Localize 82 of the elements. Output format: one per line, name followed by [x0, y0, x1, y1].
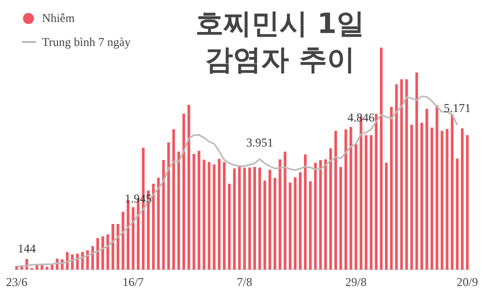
bar — [334, 130, 338, 270]
bar — [233, 168, 236, 270]
bar — [390, 106, 393, 270]
bar — [132, 207, 134, 270]
bar — [288, 182, 292, 270]
bar — [40, 265, 44, 270]
bar — [198, 150, 200, 270]
bar — [415, 72, 418, 270]
bar — [440, 130, 444, 270]
x-tick-label: 7/8 — [236, 274, 252, 289]
bar — [122, 212, 124, 270]
bar — [152, 184, 155, 270]
bar — [274, 178, 276, 270]
bar — [86, 250, 89, 270]
bar — [460, 128, 464, 270]
bar — [339, 166, 342, 270]
bar — [466, 135, 469, 270]
bar — [188, 104, 190, 270]
x-tick-label: 16/7 — [122, 274, 144, 289]
bar — [76, 254, 79, 270]
bar — [116, 224, 120, 270]
data-label: 4.846 — [348, 110, 374, 124]
bar — [344, 130, 348, 270]
bar — [268, 170, 272, 270]
bar — [298, 172, 302, 270]
bar — [248, 168, 251, 270]
bar — [374, 114, 378, 270]
bar — [420, 122, 424, 270]
data-label: 144 — [18, 242, 36, 256]
bar — [263, 180, 266, 270]
bar — [81, 252, 84, 270]
bar — [238, 166, 241, 270]
data-label: 5.171 — [444, 101, 471, 116]
bar — [436, 105, 438, 270]
bar — [202, 160, 206, 270]
bar — [208, 162, 210, 270]
bar — [192, 154, 196, 270]
bar — [395, 84, 398, 270]
bar — [329, 148, 332, 270]
bar — [370, 135, 372, 270]
bar — [294, 177, 296, 270]
bar — [228, 184, 231, 270]
legend-label: Nhiễm — [42, 10, 75, 26]
bar — [456, 158, 459, 270]
bar — [212, 164, 216, 270]
bar — [430, 128, 434, 270]
bar — [243, 168, 246, 270]
bar — [172, 129, 175, 270]
bar — [324, 159, 327, 270]
bar — [218, 158, 221, 270]
bar — [405, 79, 408, 270]
x-tick-label: 20/9 — [456, 274, 478, 289]
bar — [304, 154, 307, 270]
bar — [446, 128, 448, 270]
chart-title: 호찌민시 1일 감염자 추이 — [194, 6, 366, 78]
bar — [167, 142, 170, 270]
bar — [253, 166, 256, 270]
bar — [222, 162, 226, 270]
bar — [450, 114, 454, 270]
bar — [400, 79, 403, 270]
data-label: 3.951 — [246, 135, 274, 150]
x-tick-label: 23/6 — [6, 274, 28, 289]
bar — [278, 159, 282, 270]
legend-label: Trung bình 7 ngày — [42, 34, 131, 50]
bar — [384, 162, 388, 270]
bar — [284, 152, 286, 270]
bar — [350, 127, 352, 270]
bar — [182, 114, 186, 270]
bar — [162, 160, 165, 270]
bar — [258, 168, 262, 270]
bar — [354, 144, 358, 270]
bar — [410, 124, 413, 270]
bar — [177, 152, 180, 270]
bar — [46, 266, 48, 270]
bar — [309, 181, 312, 270]
bar — [319, 160, 322, 270]
bar — [157, 178, 160, 270]
bar — [426, 108, 428, 270]
bar — [314, 162, 317, 270]
x-tick-label: 29/8 — [345, 274, 367, 289]
bar — [380, 48, 383, 270]
bar — [364, 135, 368, 270]
